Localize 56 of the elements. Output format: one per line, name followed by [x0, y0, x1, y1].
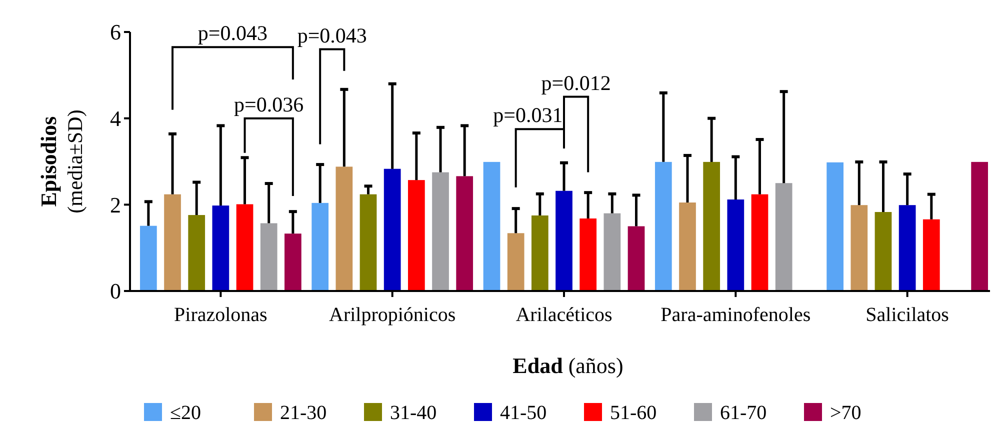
y-tick-label: 6 [110, 20, 121, 45]
bar [432, 172, 449, 291]
annotation: p=0.031 [493, 103, 563, 128]
bar [679, 202, 696, 291]
bar [408, 180, 425, 291]
bar [188, 215, 206, 291]
legend-label: 41-50 [500, 402, 547, 424]
x-tick-label: Arilacéticos [516, 304, 613, 326]
y-tick-label: 2 [110, 192, 121, 218]
bar [751, 194, 768, 291]
bar [212, 206, 230, 291]
bar [826, 162, 844, 291]
annotation: p=0.036 [234, 92, 304, 116]
legend-label: 31-40 [390, 402, 437, 424]
bar [703, 162, 720, 291]
annotation: p=0.043 [198, 21, 268, 46]
bar [336, 166, 353, 291]
x-tick-label: Arilpropiónicos [329, 304, 456, 326]
x-tick-label: Para-aminofenoles [660, 304, 811, 326]
bar [260, 223, 278, 291]
bar [384, 168, 401, 291]
legend-label: 21-30 [280, 402, 327, 424]
legend-label: ≤20 [170, 402, 201, 424]
legend-label: >70 [830, 402, 862, 424]
bar [456, 176, 474, 291]
x-tick-label: Salicilatos [866, 304, 950, 326]
bar [164, 194, 181, 291]
y-tick-label: 4 [110, 106, 121, 132]
x-tick-label: Pirazolonas [174, 304, 268, 326]
bar [140, 226, 157, 291]
y-axis-title: Episodios (media±SD) [36, 110, 87, 214]
bar [483, 162, 500, 291]
bar [236, 204, 254, 291]
bar [556, 190, 572, 291]
bar [628, 226, 645, 291]
bar [654, 162, 672, 291]
bar [580, 218, 597, 291]
bar [727, 199, 744, 291]
bar [531, 215, 548, 291]
bar [775, 183, 792, 291]
bar [284, 234, 302, 291]
bar [604, 213, 621, 291]
bar [312, 202, 329, 291]
legend-label: 61-70 [720, 402, 767, 424]
bar [360, 194, 377, 291]
bar [971, 162, 988, 291]
bar [922, 219, 940, 291]
bar [507, 233, 524, 291]
bar [874, 212, 892, 291]
bar [850, 205, 868, 291]
annotation: p=0.012 [541, 70, 611, 95]
annotation: p=0.043 [297, 23, 367, 48]
x-axis-title: Edad (años) [512, 353, 624, 378]
bar [898, 205, 916, 291]
y-tick-label: 0 [110, 278, 121, 304]
legend-label: 51-60 [610, 402, 657, 424]
